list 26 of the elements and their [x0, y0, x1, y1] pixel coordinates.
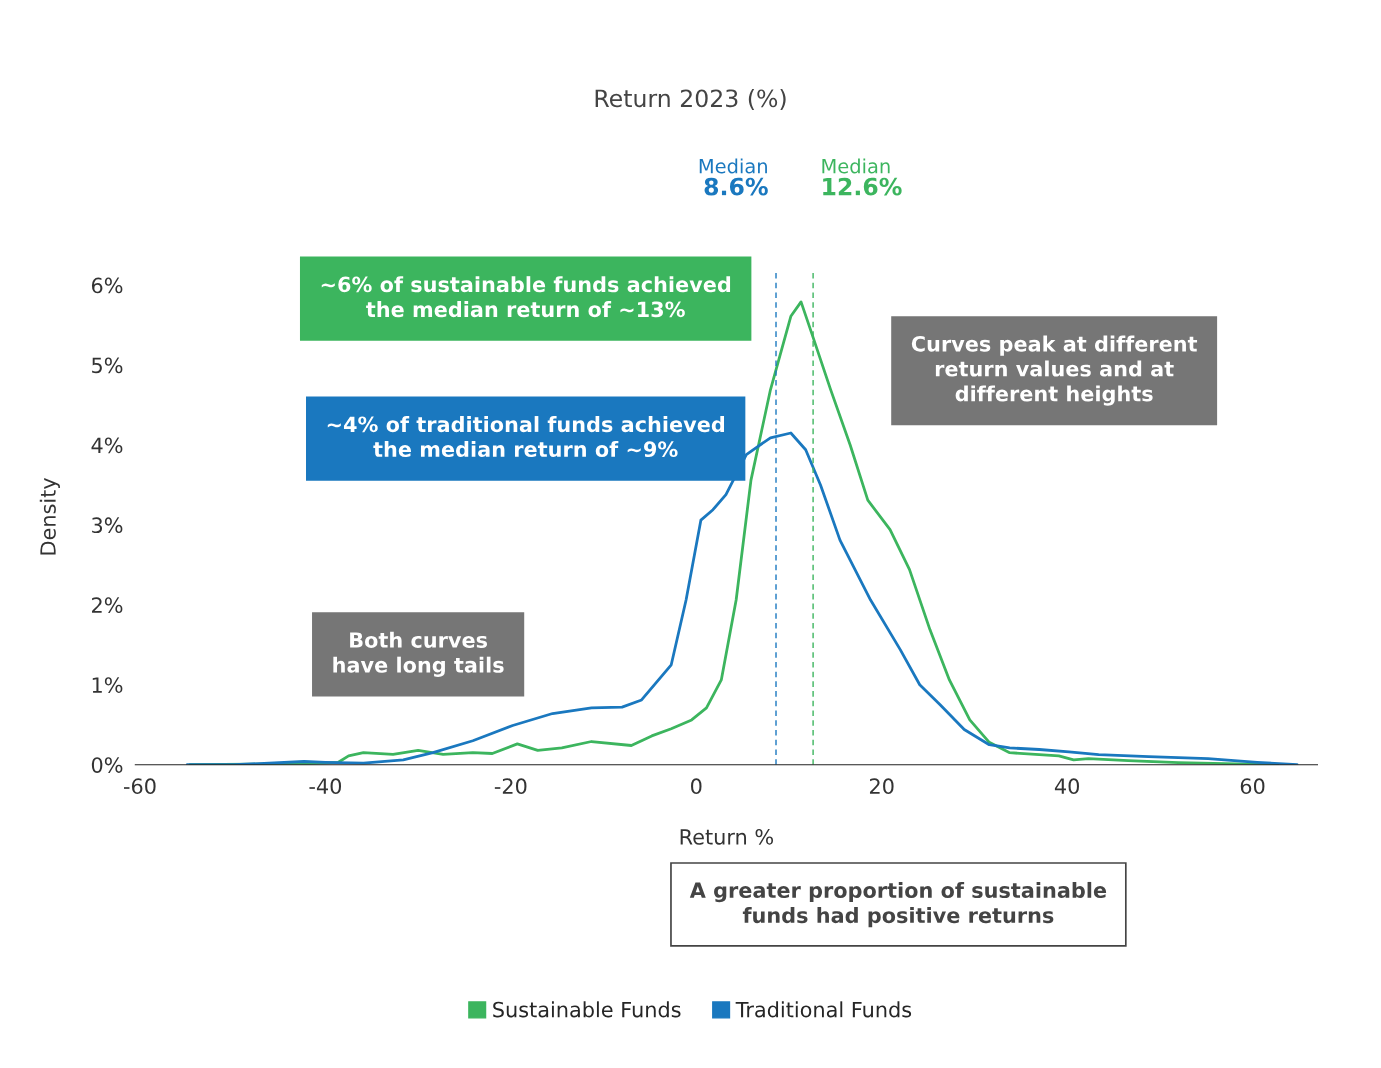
- chart-title: Return 2023 (%): [595, 88, 786, 111]
- legend-label: Sustainable Funds: [493, 1001, 681, 1018]
- ref-line-label: Median 12.6%: [822, 158, 902, 196]
- x-tick-label: 60: [1240, 778, 1265, 795]
- y-tick-label: 2%: [92, 597, 123, 614]
- y-tick-label: 4%: [91, 437, 123, 454]
- x-axis-title: Return %: [680, 828, 774, 845]
- x-tick-label: 0: [691, 778, 702, 795]
- annotation: ~4% of traditional funds achieved the median return of ~9%: [327, 416, 725, 458]
- x-tick-label: 20: [869, 778, 894, 795]
- y-tick-label: 0%: [91, 757, 123, 773]
- y-tick-label: 5%: [92, 357, 123, 374]
- y-tick-label: 1%: [92, 677, 123, 693]
- y-tick-label: 3%: [92, 517, 123, 534]
- text: A greater proportion of sustainable funds had positive returns: [689, 881, 1107, 928]
- x-tick-label: -20: [494, 778, 527, 795]
- annotation: Both curves have long tails: [333, 631, 504, 678]
- annotation: Curves peak at different return values and at different heights: [911, 335, 1198, 406]
- y-axis-title: Density: [39, 477, 60, 555]
- x-tick-label: -40: [309, 778, 342, 795]
- x-tick-label: -60: [123, 778, 156, 795]
- legend-label: Traditional Funds: [735, 1001, 912, 1018]
- y-tick-label: 6%: [91, 277, 123, 294]
- ref-line-label: Median 8.6%: [699, 158, 768, 196]
- annotation: ~6% of sustainable funds achieved the median return of ~13%: [321, 276, 731, 318]
- x-tick-label: 40: [1054, 778, 1080, 795]
